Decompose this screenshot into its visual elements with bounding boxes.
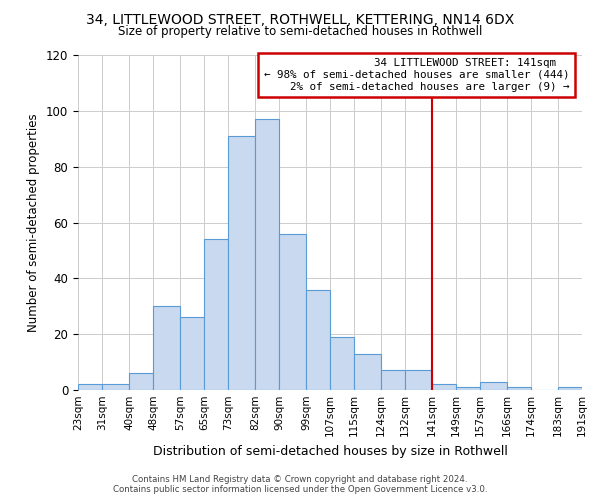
Bar	[102, 384, 129, 390]
Bar	[381, 370, 405, 390]
Text: Contains HM Land Registry data © Crown copyright and database right 2024.
Contai: Contains HM Land Registry data © Crown c…	[113, 474, 487, 494]
Bar	[180, 318, 204, 390]
Bar	[432, 384, 456, 390]
Bar	[255, 119, 279, 390]
Bar	[306, 290, 330, 390]
Bar	[228, 136, 255, 390]
Bar	[507, 387, 531, 390]
Text: 34 LITTLEWOOD STREET: 141sqm  
← 98% of semi-detached houses are smaller (444)
 : 34 LITTLEWOOD STREET: 141sqm ← 98% of se…	[264, 58, 569, 92]
Bar	[354, 354, 381, 390]
Bar	[78, 384, 102, 390]
Bar	[204, 240, 228, 390]
Text: 34, LITTLEWOOD STREET, ROTHWELL, KETTERING, NN14 6DX: 34, LITTLEWOOD STREET, ROTHWELL, KETTERI…	[86, 12, 514, 26]
Bar	[558, 387, 582, 390]
Bar	[279, 234, 306, 390]
Bar	[330, 337, 354, 390]
Bar	[480, 382, 507, 390]
Y-axis label: Number of semi-detached properties: Number of semi-detached properties	[28, 113, 40, 332]
Bar	[153, 306, 180, 390]
Bar	[129, 373, 153, 390]
X-axis label: Distribution of semi-detached houses by size in Rothwell: Distribution of semi-detached houses by …	[152, 444, 508, 458]
Text: Size of property relative to semi-detached houses in Rothwell: Size of property relative to semi-detach…	[118, 25, 482, 38]
Bar	[405, 370, 432, 390]
Bar	[456, 387, 480, 390]
